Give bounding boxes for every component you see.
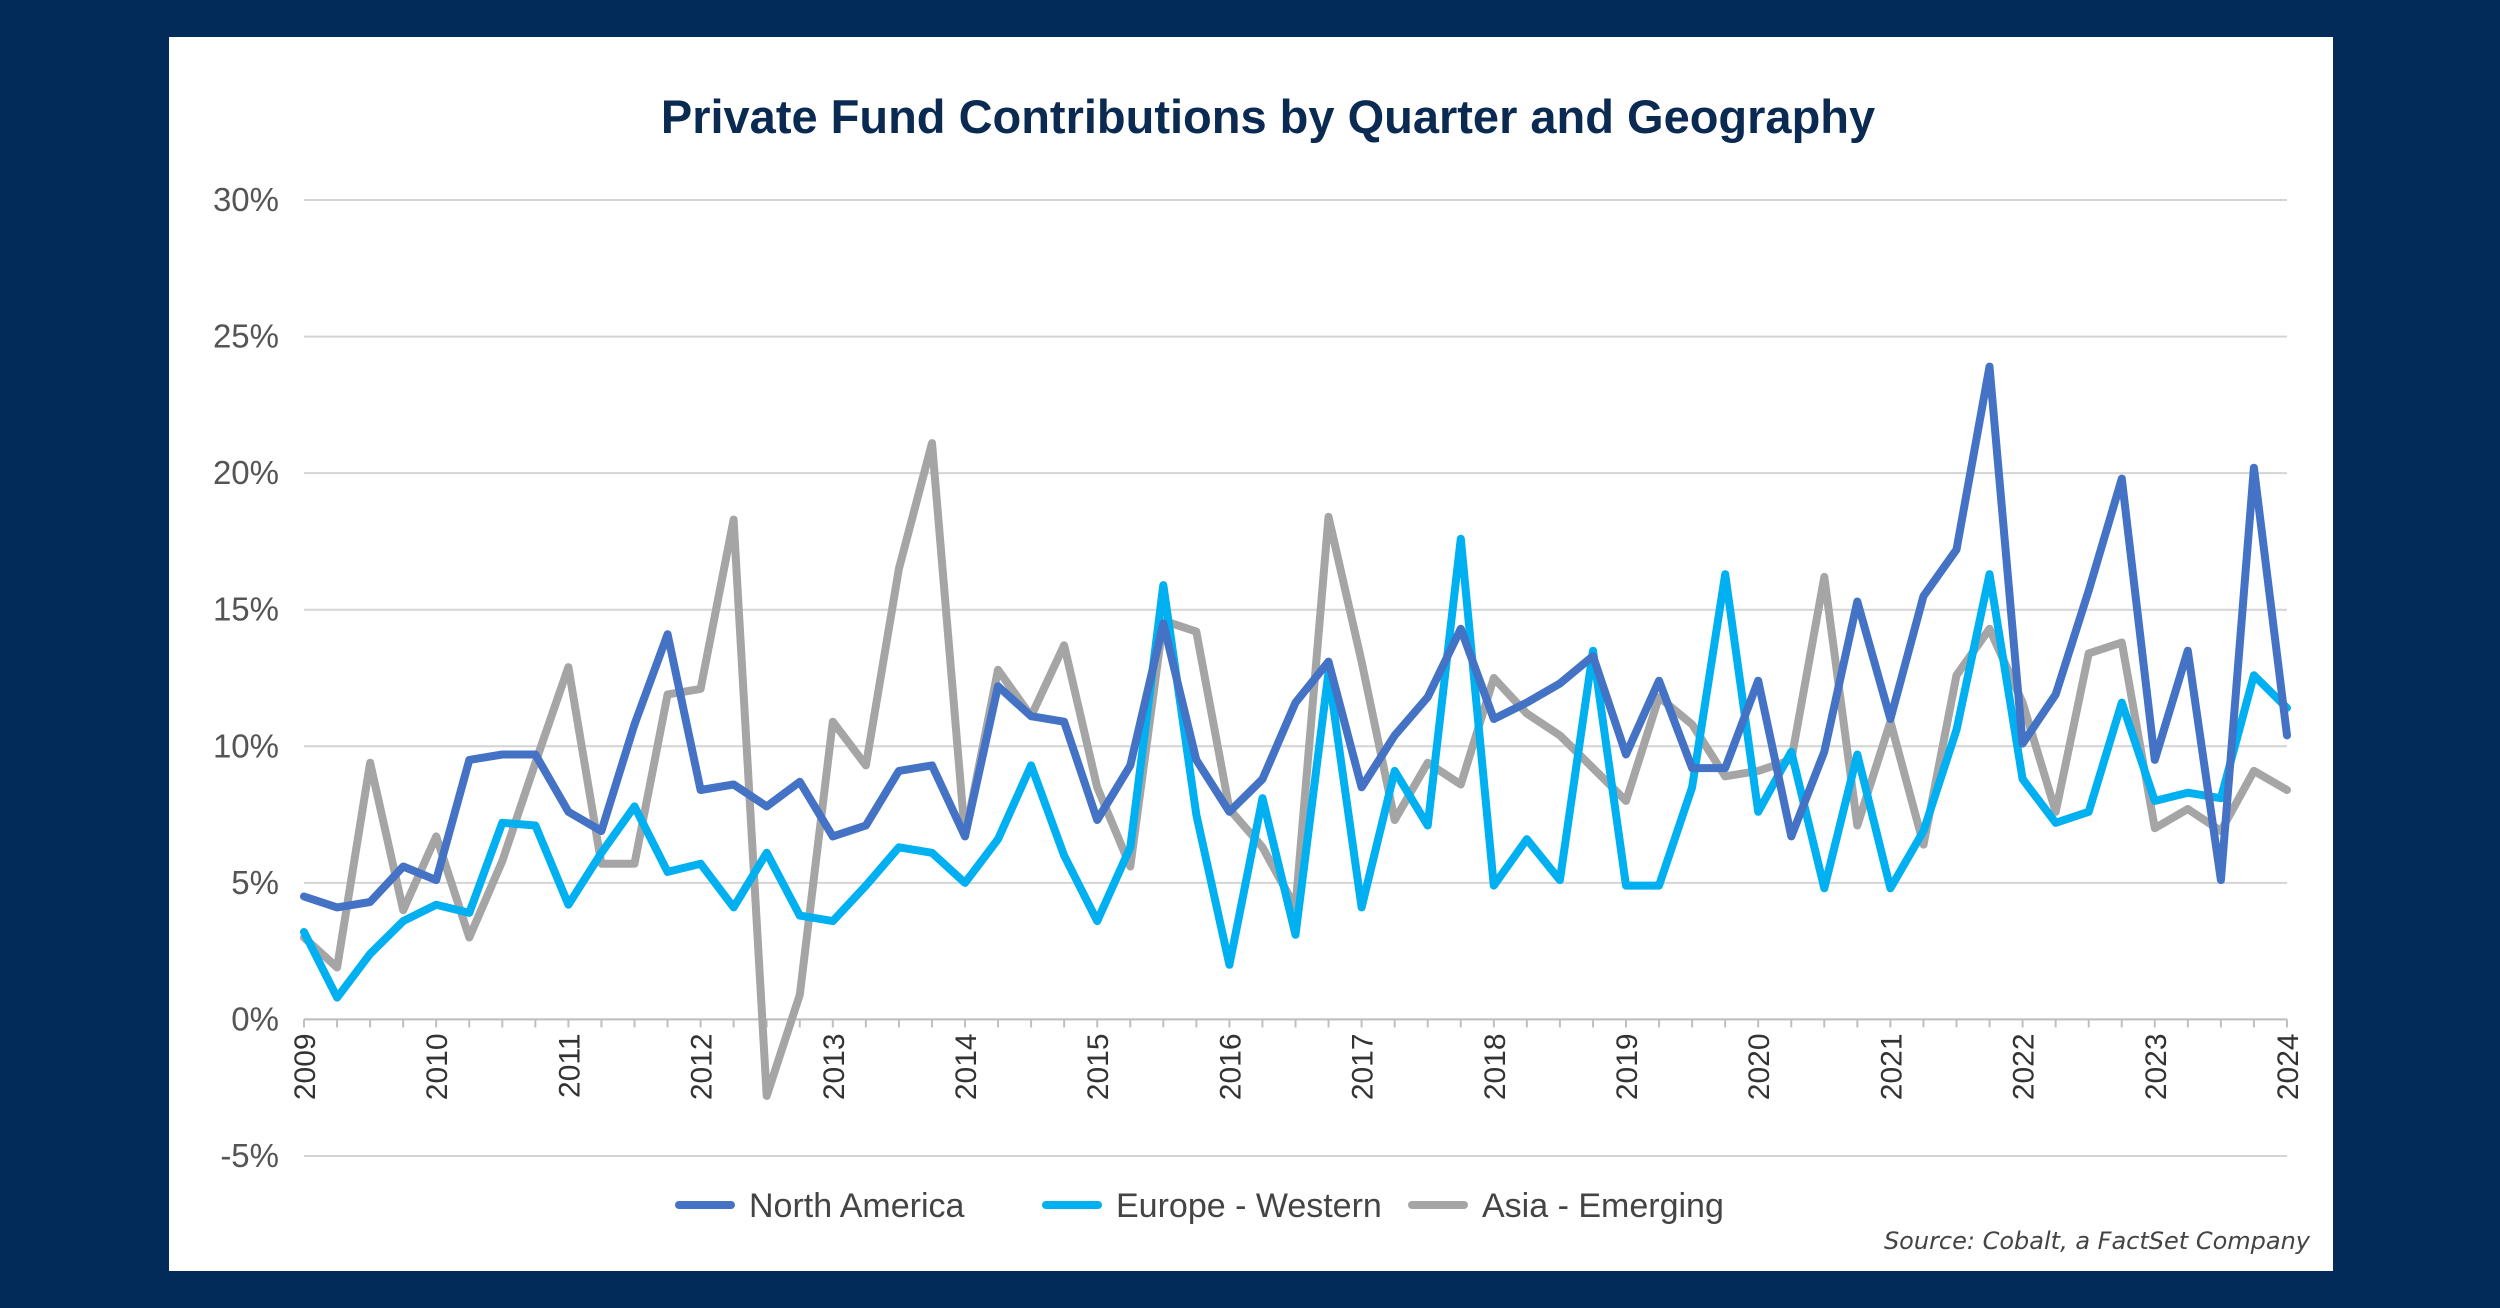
chart-card: Private Fund Contributions by Quarter an…	[169, 37, 2333, 1271]
x-tick-label: 2017	[1347, 1033, 1380, 1100]
series-lines	[300, 362, 2291, 1100]
x-tick-label: 2012	[686, 1033, 719, 1100]
x-tick-label: 2010	[421, 1033, 454, 1100]
x-tick-label: 2019	[1611, 1033, 1644, 1100]
x-tick-label: 2024	[2272, 1033, 2305, 1100]
x-tick-label: 2023	[2140, 1033, 2173, 1100]
x-tick-label: 2020	[1743, 1033, 1776, 1100]
x-tick-label: 2011	[553, 1033, 586, 1098]
x-axis-ticks: 2009 2010 2011 2012 2013 2014 2015 2016 2017 2018…	[289, 1018, 2305, 1100]
x-tick-label: 2021	[1875, 1033, 1908, 1100]
series-line-north-america	[300, 362, 2291, 912]
legend-label-asia-emerging: Asia - Emerging	[1482, 1187, 1724, 1225]
y-tick-label: 15%	[213, 591, 279, 628]
line-chart: Private Fund Contributions by Quarter an…	[213, 90, 2311, 1255]
y-tick-label: 25%	[213, 318, 279, 355]
legend-label-north-america: North America	[749, 1187, 964, 1225]
chart-title: Private Fund Contributions by Quarter an…	[661, 90, 1875, 143]
legend: North America Europe - Western Asia - Emer…	[675, 1187, 1724, 1225]
gridlines	[304, 199, 2287, 1157]
y-tick-label: 0%	[231, 1000, 279, 1037]
series-line-europe-western	[300, 534, 2291, 1002]
y-axis-ticks: 30% 25% 20% 15% 10% 5% 0% -5%	[213, 181, 279, 1174]
x-tick-label: 2016	[1214, 1033, 1247, 1100]
x-tick-label: 2022	[2008, 1033, 2041, 1100]
x-tick-label: 2014	[950, 1033, 983, 1100]
y-tick-label: 5%	[231, 864, 279, 901]
y-tick-label: 20%	[213, 454, 279, 491]
x-tick-label: 2013	[818, 1033, 851, 1100]
x-tick-label: 2015	[1082, 1033, 1115, 1100]
source-note: Source: Cobalt, a FactSet Company	[1884, 1227, 2311, 1255]
series-line-asia-emerging	[300, 439, 2291, 1100]
y-tick-label: 10%	[213, 727, 279, 764]
y-tick-label: -5%	[220, 1137, 279, 1174]
x-tick-label: 2018	[1479, 1033, 1512, 1100]
legend-label-europe-western: Europe - Western	[1116, 1187, 1382, 1225]
x-tick-label: 2009	[289, 1033, 322, 1100]
y-tick-label: 30%	[213, 181, 279, 218]
